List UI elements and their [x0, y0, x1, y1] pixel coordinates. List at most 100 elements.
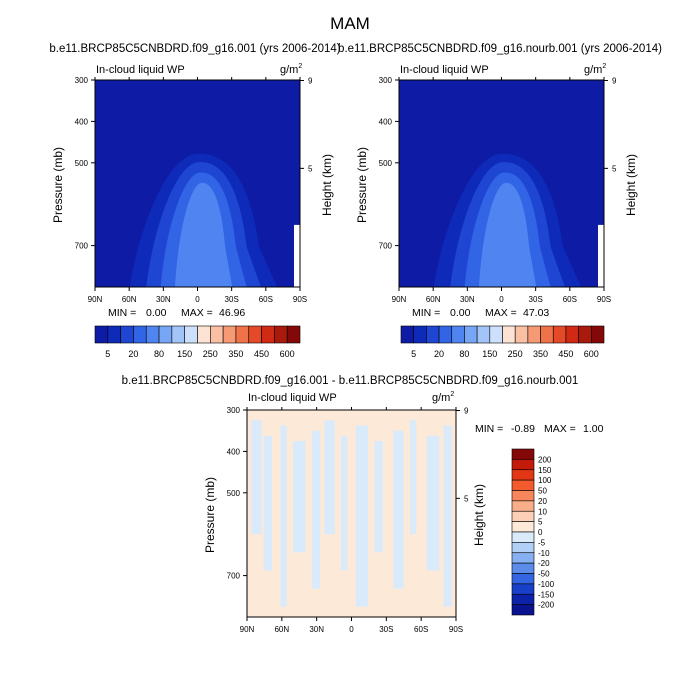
max-label: MAX =	[544, 423, 576, 435]
colorbar-label: 450	[254, 349, 269, 359]
panel-nourb: b.e11.BRCP85C5CNBDRD.f09_g16.nourb.001 (…	[338, 43, 662, 359]
y-tick-label: 700	[227, 572, 241, 581]
colorbar-box	[591, 325, 605, 344]
y-axis-label: Pressure (mb)	[51, 147, 65, 223]
colorbar-box	[511, 604, 535, 616]
plot-area: 90N 60N 30N 0 30S 60S 90S 300 400 500 700 9 5	[227, 406, 469, 634]
colorbar-box	[158, 325, 173, 344]
y-tick-label: 500	[227, 489, 241, 498]
y-right-tick-label: 9	[464, 406, 469, 415]
colorbar-box	[184, 325, 198, 344]
x-tick-label: 90S	[449, 625, 463, 634]
colorbar-label: 200	[538, 455, 552, 464]
y-tick-label: 400	[379, 117, 393, 126]
colorbar-box	[511, 573, 535, 585]
colorbar-label: 450	[558, 349, 573, 359]
colorbar-label: -50	[538, 570, 550, 579]
colorbar-box	[527, 325, 541, 344]
colorbar-box	[511, 479, 535, 491]
colorbar-label: 600	[280, 349, 295, 359]
colorbar-box	[400, 325, 414, 344]
colorbar-box	[540, 325, 554, 344]
x-tick-label: 60S	[414, 625, 428, 634]
colorbar-box	[210, 325, 224, 344]
colorbar-label: -20	[538, 559, 550, 568]
colorbar-label: -150	[538, 590, 555, 599]
stats-text: MIN = 0.00 MAX = 46.96	[108, 307, 245, 319]
colorbar-box	[197, 325, 211, 344]
colorbar-box	[511, 510, 535, 522]
min-value: 0.00	[450, 307, 471, 319]
colorbar-label: -10	[538, 549, 550, 558]
colorbar-box	[511, 500, 535, 512]
y-right-tick-label: 5	[464, 494, 469, 503]
colorbar-box	[511, 542, 535, 554]
colorbar-box	[511, 469, 535, 481]
colorbar-box	[489, 325, 503, 344]
max-label: MAX =	[181, 307, 213, 319]
colorbar-box	[511, 583, 535, 595]
colorbar-label: 80	[459, 349, 469, 359]
colorbar-box	[438, 325, 453, 344]
field-patch	[292, 441, 306, 553]
figure-title: MAM	[330, 14, 370, 33]
colorbar-box	[274, 325, 288, 344]
colorbar-box	[451, 325, 465, 344]
colorbar-box	[552, 325, 567, 344]
field-label: In-cloud liquid WP	[96, 64, 185, 76]
y-right-tick-label: 5	[308, 164, 313, 173]
colorbar-box	[511, 531, 535, 543]
colorbar-label: 150	[538, 466, 552, 475]
colorbar-label: 50	[538, 487, 547, 496]
panel-difference: b.e11.BRCP85C5CNBDRD.f09_g16.001 - b.e11…	[122, 375, 604, 634]
x-tick-label: 30N	[309, 625, 324, 634]
field-patch	[443, 425, 452, 607]
colorbar-label: -100	[538, 580, 555, 589]
field-patch	[410, 420, 417, 535]
stats-text: MIN = 0.00 MAX = 47.03	[412, 307, 549, 319]
y-tick-label: 300	[75, 76, 89, 85]
max-value: 46.96	[219, 307, 245, 319]
x-tick-label: 30S	[225, 295, 239, 304]
colorbar-box	[511, 552, 535, 564]
x-tick-label: 90S	[293, 295, 307, 304]
y-tick-label: 400	[75, 117, 89, 126]
colorbar-box	[502, 325, 516, 344]
x-tick-label: 30N	[156, 295, 171, 304]
x-tick-label: 30S	[529, 295, 543, 304]
field-patch	[311, 430, 321, 589]
colorbar-box	[511, 459, 535, 471]
y-tick-label: 400	[227, 447, 241, 456]
x-tick-label: 90N	[240, 625, 255, 634]
field-patch	[280, 425, 287, 607]
colorbar-box	[511, 562, 535, 574]
plot-area: 90N 60N 30N 0 30S 60S 90S 300 400 500 700 9 5	[379, 76, 617, 304]
colorbar-box	[413, 325, 427, 344]
stats-text: MIN = -0.89 MAX = 1.00	[475, 423, 604, 435]
colorbar-label: 5	[538, 518, 543, 527]
colorbar-box	[120, 325, 134, 344]
plot-area: 90N 60N 30N 0 30S 60S 90S 300 400 500 700 9 5	[75, 76, 313, 304]
x-tick-label: 60N	[426, 295, 441, 304]
x-tick-label: 60N	[274, 625, 289, 634]
field-patch	[374, 441, 383, 553]
y-right-tick-label: 9	[612, 76, 617, 85]
y-axis-right-label: Height (km)	[624, 154, 638, 216]
colorbar-box	[94, 325, 109, 344]
y-tick-label: 300	[227, 406, 241, 415]
colorbar-label: 5	[411, 349, 416, 359]
y-right-tick-label: 5	[612, 164, 617, 173]
colorbar-label: 150	[482, 349, 497, 359]
field-fill	[247, 410, 456, 617]
max-value: 1.00	[583, 423, 604, 435]
field-patch	[324, 420, 335, 535]
x-tick-label: 0	[195, 295, 200, 304]
colorbar-box	[476, 325, 491, 344]
colorbar-label: 80	[154, 349, 164, 359]
colorbar-box	[511, 521, 535, 533]
field-patch	[393, 430, 404, 589]
x-tick-label: 90N	[392, 295, 407, 304]
colorbar-box	[511, 593, 535, 605]
missing-data	[294, 224, 300, 287]
